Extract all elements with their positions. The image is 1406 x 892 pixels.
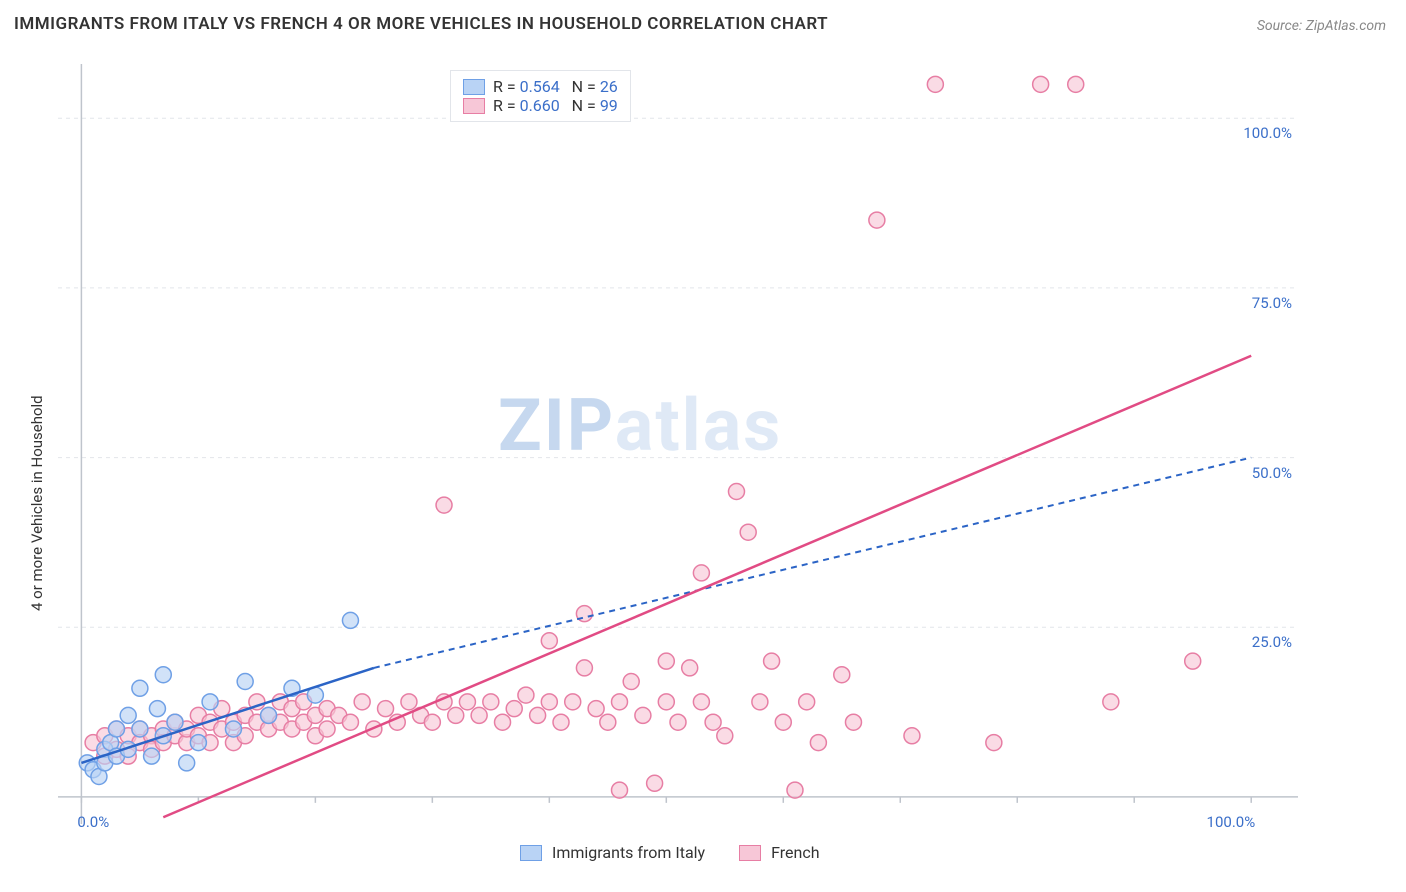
legend-swatch bbox=[520, 845, 542, 861]
legend-text: R = 0.564 N = 26 bbox=[493, 77, 618, 96]
scatter-chart bbox=[58, 64, 1298, 824]
series-name: Immigrants from Italy bbox=[552, 843, 705, 862]
y-tick-label: 50.0% bbox=[1252, 464, 1292, 482]
legend-row: R = 0.564 N = 26 bbox=[463, 77, 618, 96]
legend-row: R = 0.660 N = 99 bbox=[463, 96, 618, 115]
x-tick-label: 0.0% bbox=[77, 813, 109, 831]
y-tick-label: 75.0% bbox=[1252, 294, 1292, 312]
y-tick-label: 100.0% bbox=[1243, 124, 1292, 142]
source-label: Source: ZipAtlas.com bbox=[1257, 18, 1386, 34]
y-axis-label: 4 or more Vehicles in Household bbox=[28, 396, 46, 612]
series-name: French bbox=[771, 843, 819, 862]
y-tick-label: 25.0% bbox=[1252, 633, 1292, 651]
legend-swatch bbox=[463, 98, 485, 114]
correlation-legend: R = 0.564 N = 26R = 0.660 N = 99 bbox=[450, 70, 631, 122]
legend-text: R = 0.660 N = 99 bbox=[493, 96, 618, 115]
series-legend: Immigrants from Italy French bbox=[520, 843, 844, 862]
chart-title: IMMIGRANTS FROM ITALY VS FRENCH 4 OR MOR… bbox=[14, 14, 828, 34]
legend-swatch bbox=[739, 845, 761, 861]
x-tick-label: 100.0% bbox=[1207, 813, 1256, 831]
legend-swatch bbox=[463, 79, 485, 95]
